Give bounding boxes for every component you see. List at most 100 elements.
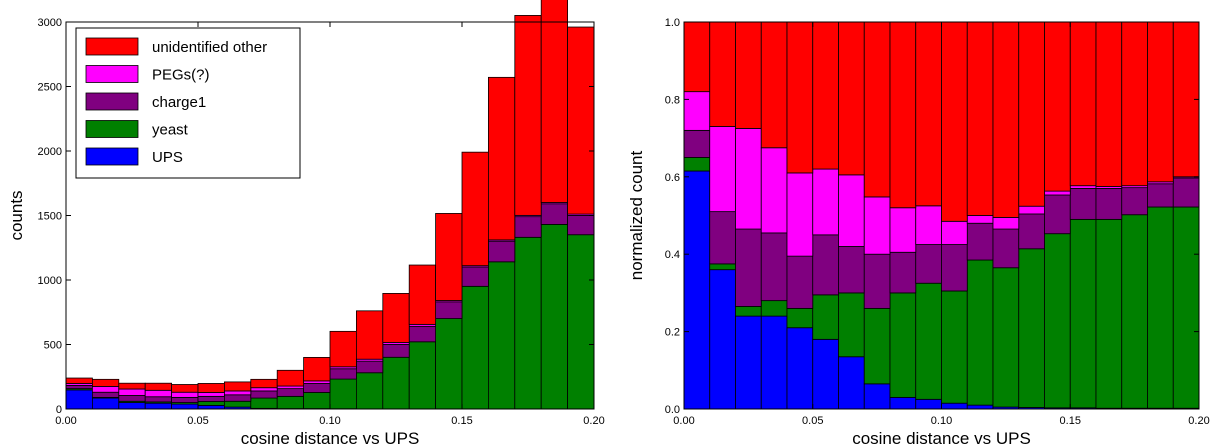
legend-label: yeast [152, 122, 189, 139]
y-tick-label: 1.0 [665, 17, 680, 29]
y-tick-label: 1000 [38, 275, 62, 287]
bar [355, 360, 384, 374]
bar [1018, 213, 1045, 250]
bar [118, 382, 146, 390]
bar [992, 217, 1020, 230]
y-tick-label: 0.8 [665, 94, 680, 106]
bar [760, 315, 788, 410]
legend-swatch [85, 65, 139, 83]
bar [1147, 183, 1174, 208]
bar [197, 404, 225, 410]
x-tick-label: 0.20 [1188, 415, 1209, 427]
bar [1018, 205, 1045, 215]
series-charge1 [683, 129, 1200, 309]
bar [1069, 21, 1097, 187]
y-tick-label: 0.2 [665, 327, 680, 339]
bar [1069, 188, 1097, 220]
bar [683, 157, 711, 172]
bar [1095, 218, 1123, 409]
bar [250, 378, 278, 389]
bar [1018, 21, 1045, 207]
bar [92, 378, 120, 387]
y-tick-label: 0.0 [665, 404, 680, 416]
bar [786, 21, 814, 174]
bar [966, 404, 994, 410]
legend-label: PEGs(?) [152, 67, 210, 84]
bar [760, 300, 788, 317]
bar [1044, 233, 1071, 409]
x-tick-label: 0.00 [673, 415, 694, 427]
bar [197, 383, 225, 393]
bar [1095, 21, 1123, 187]
bar [889, 251, 917, 294]
x-tick-label: 0.10 [319, 415, 340, 427]
bar [276, 395, 305, 410]
y-tick-label: 0 [56, 404, 62, 416]
bar [1147, 206, 1174, 409]
bar [915, 21, 942, 207]
bar [735, 128, 762, 230]
bar [92, 397, 120, 410]
bar [966, 222, 994, 261]
bar [250, 387, 278, 392]
bar [863, 253, 891, 309]
bar [812, 234, 839, 296]
bar [889, 292, 917, 398]
bar [65, 377, 93, 384]
bar [735, 21, 762, 129]
bar [1044, 190, 1071, 196]
bar [223, 400, 252, 408]
legend-swatch [85, 120, 139, 138]
bar [540, 203, 569, 225]
bar [382, 343, 410, 358]
x-axis-label: cosine distance vs UPS [241, 429, 420, 448]
bar [941, 220, 968, 245]
bar [1095, 188, 1123, 220]
bar [408, 341, 437, 410]
bar [838, 292, 865, 358]
bar [838, 246, 865, 294]
bar [223, 390, 252, 396]
x-tick-label: 0.20 [583, 415, 604, 427]
bar [915, 205, 942, 245]
bar [461, 151, 489, 267]
legend-label: charge1 [152, 94, 206, 111]
y-tick-label: 3000 [38, 17, 62, 29]
bar [567, 26, 595, 215]
x-tick-label: 0.05 [802, 415, 823, 427]
bars [683, 21, 1200, 410]
bar [382, 356, 410, 410]
bar [966, 259, 994, 406]
bar [1121, 187, 1148, 216]
legend-label: UPS [152, 149, 183, 166]
bar [197, 395, 225, 402]
bar [329, 330, 357, 368]
bar [92, 386, 120, 393]
bar [65, 384, 93, 390]
bar [863, 307, 891, 385]
x-tick-label: 0.05 [187, 415, 208, 427]
bar [65, 389, 93, 410]
bars [65, 0, 595, 410]
bar [812, 294, 839, 340]
y-tick-label: 500 [44, 340, 62, 352]
bar [118, 388, 146, 396]
bar [355, 372, 384, 410]
bar [812, 21, 839, 170]
bar [683, 129, 711, 158]
bar [514, 216, 542, 238]
bar [889, 207, 917, 253]
bar [941, 402, 968, 410]
bar [408, 325, 437, 343]
legend-swatch [85, 37, 139, 56]
bar [171, 396, 199, 403]
bar [709, 263, 736, 271]
bar [171, 403, 199, 410]
bar [760, 147, 788, 234]
y-axis-label: normalized count [627, 150, 646, 280]
x-tick-label: 0.10 [931, 415, 952, 427]
bar [303, 392, 331, 410]
bar [838, 356, 865, 410]
bar [118, 402, 146, 410]
